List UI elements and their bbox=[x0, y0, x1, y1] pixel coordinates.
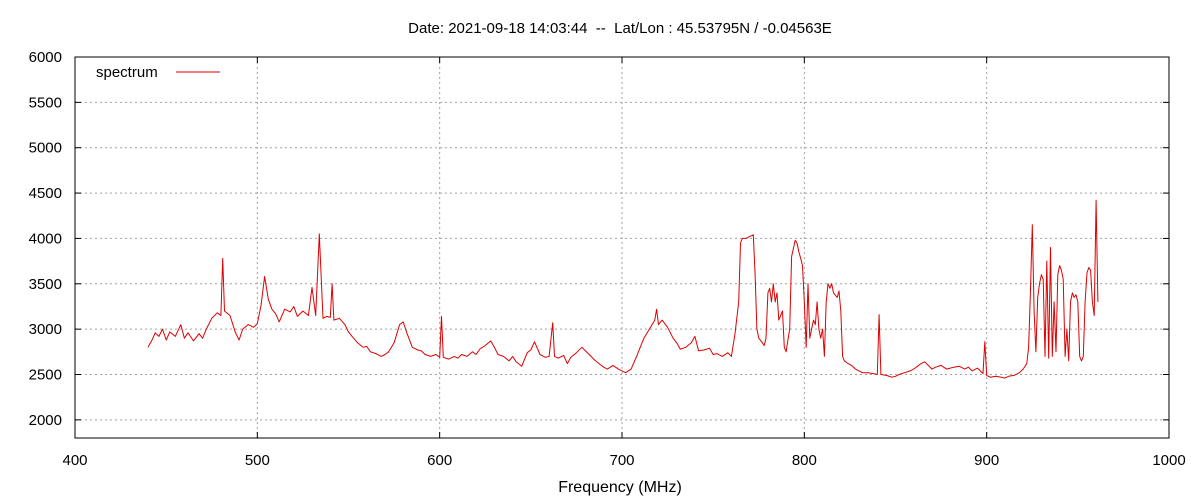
y-tick-label: 2500 bbox=[29, 367, 62, 384]
y-tick-label: 5500 bbox=[29, 94, 62, 111]
y-tick-label: 3000 bbox=[29, 321, 62, 338]
spectrum-line bbox=[147, 199, 1099, 379]
y-tick-label: 6000 bbox=[29, 49, 62, 66]
legend: spectrum bbox=[96, 64, 220, 81]
x-tick-label: 800 bbox=[792, 452, 817, 469]
x-tick-label: 1000 bbox=[1152, 452, 1185, 469]
x-tick-label: 600 bbox=[427, 452, 452, 469]
chart-title: Date: 2021-09-18 14:03:44 -- Lat/Lon : 4… bbox=[408, 20, 832, 37]
grid-lines bbox=[75, 57, 1169, 438]
data-layer bbox=[147, 199, 1099, 379]
y-tick-label: 3500 bbox=[29, 276, 62, 293]
y-tick-label: 4000 bbox=[29, 230, 62, 247]
x-tick-label: 500 bbox=[245, 452, 270, 469]
tick-labels: 400 500 600 700 800 900 1000 2000 2500 3000 3500 40… bbox=[29, 49, 1186, 469]
y-tick-label: 4500 bbox=[29, 185, 62, 202]
y-tick-label: 2000 bbox=[29, 412, 62, 429]
legend-label: spectrum bbox=[96, 64, 158, 81]
x-tick-label: 400 bbox=[62, 452, 87, 469]
x-axis-label: Frequency (MHz) bbox=[558, 479, 682, 496]
axis-ticks bbox=[74, 56, 1170, 438]
y-tick-label: 5000 bbox=[29, 140, 62, 157]
x-tick-label: 700 bbox=[609, 452, 634, 469]
x-tick-label: 900 bbox=[974, 452, 999, 469]
